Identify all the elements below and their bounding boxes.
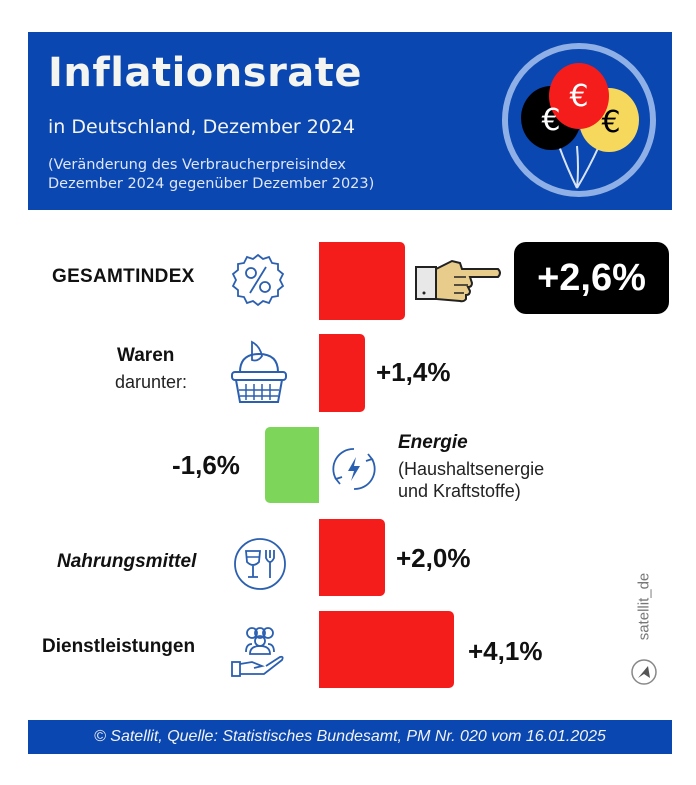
- euro-balloons-icon: € € €: [502, 43, 656, 197]
- pointing-hand-icon: [415, 259, 501, 303]
- watermark-text: satellit_de: [635, 572, 653, 641]
- label-darunter: darunter:: [115, 372, 188, 392]
- value-waren: +1,4%: [376, 357, 451, 387]
- note-line-1: (Veränderung des Verbraucherpreisindex: [48, 157, 346, 173]
- shopping-basket-icon: [231, 340, 287, 403]
- label-gesamtindex: GESAMTINDEX: [52, 266, 195, 287]
- energie-sublabel: (Haushaltsenergie und Kraftstoffe): [398, 458, 544, 502]
- footer-source: © Satellit, Quelle: Statistisches Bundes…: [28, 720, 672, 754]
- value-nahrungsmittel: +2,0%: [396, 543, 471, 573]
- bar-nahrungsmittel: [319, 519, 385, 596]
- bar-dienstleistungen: [319, 611, 454, 688]
- svg-text:€: €: [569, 79, 588, 114]
- energie-sublabel-line-1: (Haushaltsenergie: [398, 459, 545, 479]
- page-subtitle: in Deutschland, Dezember 2024: [48, 116, 356, 138]
- glass-fork-icon: [234, 538, 286, 590]
- value-energie: -1,6%: [172, 450, 240, 480]
- page-title: Inflationsrate: [48, 50, 363, 96]
- header-note: (Veränderung des Verbraucherpreisindex D…: [48, 156, 374, 194]
- bar-gesamtindex: [319, 242, 405, 320]
- people-hand-icon: [231, 627, 284, 677]
- svg-text:€: €: [601, 105, 620, 140]
- energy-cycle-icon: [332, 448, 376, 490]
- label-energie: Energie: [398, 432, 468, 453]
- value-dienstleistungen: +4,1%: [468, 636, 543, 666]
- label-waren: Waren: [117, 345, 175, 366]
- label-nahrungsmittel: Nahrungsmittel: [57, 551, 197, 572]
- bar-waren: [319, 334, 365, 412]
- bar-energie: [265, 427, 319, 503]
- percent-badge-icon: [231, 253, 285, 307]
- svg-text:€: €: [541, 103, 560, 138]
- gesamtindex-value-badge: +2,6%: [514, 242, 669, 314]
- label-dienstleistungen: Dienstleistungen: [42, 636, 196, 657]
- note-line-2: Dezember 2024 gegenüber Dezember 2023): [48, 176, 375, 192]
- energie-sublabel-line-2: und Kraftstoffe): [398, 481, 521, 501]
- watermark: satellit_de: [630, 560, 658, 690]
- satellit-logo-icon: [631, 659, 657, 685]
